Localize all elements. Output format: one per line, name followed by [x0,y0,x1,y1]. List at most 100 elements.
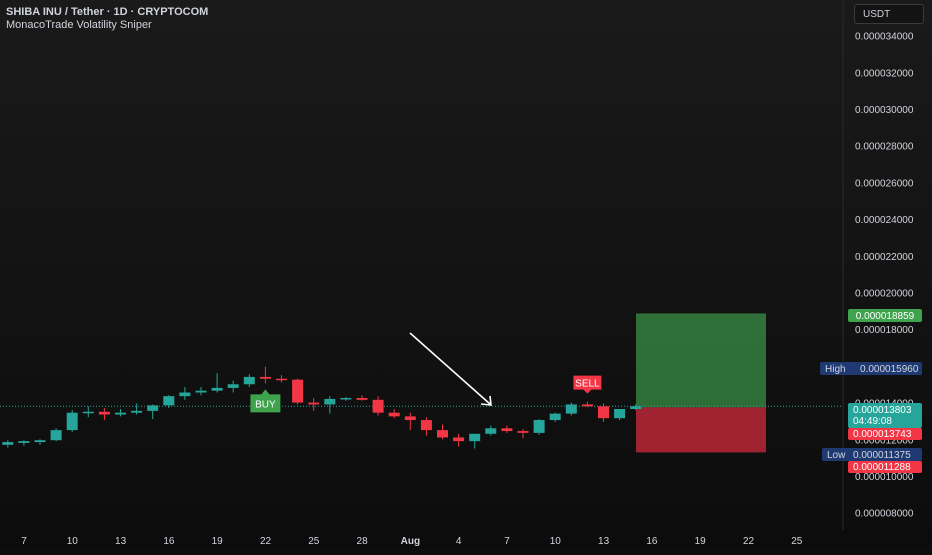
candle-body [98,411,110,415]
candle-body [163,396,175,406]
price-tick-label: 0.000012000 [855,435,914,446]
time-tick-label: 4 [456,536,462,547]
last-price-value: 0.000013803 [853,405,912,416]
high-value: 0.000015960 [860,364,919,375]
candle-body [292,379,304,403]
high-label: High [825,364,846,375]
candle-body [469,433,481,442]
low-price-marker-value: 0.000011288 [853,462,911,473]
target-price-value: 0.000018859 [856,311,915,322]
price-tick-label: 0.000032000 [855,68,914,79]
time-tick-label: 22 [743,536,755,547]
time-tick-label: 22 [260,536,272,547]
price-axis-labels: 0.000018859 High 0.000015960 0.000013803… [820,309,922,473]
candle-body [485,428,497,434]
candle-body [372,399,384,413]
candle-body [115,412,126,415]
price-tick-label: 0.000026000 [855,178,914,189]
indicator-name[interactable]: MonacoTrade⁠ Volatility Sniper [6,19,152,31]
candle-body [259,376,271,379]
candle-body [420,420,432,431]
time-tick-label: 13 [598,536,610,547]
candle-body [324,398,336,405]
candle-body [356,398,368,400]
candle-body [50,430,62,441]
candle-body [549,413,561,421]
candle-body [404,416,416,421]
time-tick-label: 25 [791,536,803,547]
candle-body [630,406,642,410]
low-price-marker-tag [848,461,922,473]
candle-body [308,402,320,405]
time-tick-label: 16 [646,536,658,547]
candle-body [614,409,626,419]
buy-signal-label: BUY [255,399,276,410]
time-tick-label: 28 [357,536,369,547]
sell-signal[interactable]: SELL [573,375,602,394]
candle-body [18,441,30,443]
candle-body [276,378,287,381]
time-tick-label: Aug [401,536,420,547]
candle-body [453,437,465,442]
price-tick-label: 0.000018000 [855,325,914,336]
stop-loss-zone-fill[interactable] [636,407,766,453]
candle-body [82,411,94,414]
stop-loss-zone[interactable] [636,407,766,453]
price-tick-label: 0.000034000 [855,32,914,43]
time-tick-label: 25 [308,536,320,547]
time-tick-label: 19 [212,536,224,547]
candle-body [243,376,255,385]
bar-countdown: 04:49:08 [853,416,892,427]
candle-body [437,430,448,438]
take-profit-zone-fill[interactable] [636,313,766,408]
symbol-title[interactable]: SHIBA INU / Tether · 1D · CRYPTOCOM [6,6,209,18]
take-profit-zone[interactable] [636,313,766,408]
chart-legend[interactable]: SHIBA INU / Tether · 1D · CRYPTOCOM Mona… [6,6,208,32]
candle-body [598,406,609,419]
price-tick-label: 0.000022000 [855,252,914,263]
candle-body [179,392,191,397]
candle-body [501,428,513,432]
time-tick-label: 10 [67,536,79,547]
candlesticks [2,366,642,449]
last-price-tag [848,403,922,428]
time-tick-label: 7 [21,536,27,547]
price-axis[interactable]: 0.000034000 0.000032000 0.000030000 0.00002… [855,32,914,520]
price-tick-label: 0.000010000 [855,472,914,483]
target-price-tag [848,309,922,322]
candle-body [147,405,159,411]
candle-body [340,398,352,400]
candle-body [388,412,400,417]
low-value: 0.000011375 [853,450,911,461]
time-tick-label: 16 [163,536,175,547]
time-tick-label: 19 [695,536,707,547]
buy-signal[interactable]: BUY [250,389,281,413]
candle-body [565,404,577,414]
sell-signal-label: SELL [575,379,600,390]
candle-body [581,404,593,407]
price-tick-label: 0.000008000 [855,509,914,520]
time-axis[interactable]: 7 10 13 16 19 22 25 28 Aug 4 7 10 13 16 19 22 25 [21,536,803,547]
candle-body [211,387,223,391]
low-label: Low [827,450,846,461]
price-tick-label: 0.000024000 [855,215,914,226]
candle-body [533,420,545,433]
candle-body [2,442,14,445]
currency-selector[interactable]: USDT [854,4,924,24]
time-tick-label: 10 [550,536,562,547]
candle-body [34,440,46,443]
stop-price-tag [848,428,922,440]
candle-body [517,431,529,433]
trend-arrow-drawing[interactable] [409,332,492,406]
time-tick-label: 7 [504,536,510,547]
high-price-tag [820,362,922,375]
price-tick-label: 0.000020000 [855,289,914,300]
price-tick-label: 0.000028000 [855,142,914,153]
price-tick-label: 0.000030000 [855,105,914,116]
stop-price-value: 0.000013743 [853,429,912,440]
time-tick-label: 13 [115,536,127,547]
candle-body [195,390,207,393]
low-price-tag [822,448,922,461]
